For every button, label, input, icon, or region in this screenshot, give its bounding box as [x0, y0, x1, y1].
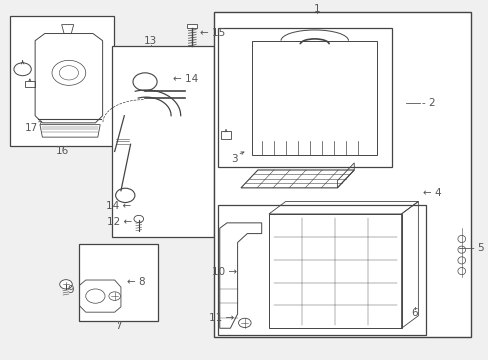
Text: ← 4: ← 4	[422, 188, 441, 198]
Bar	[187, 24, 197, 28]
Text: 3: 3	[230, 154, 237, 163]
Text: 6: 6	[411, 308, 417, 318]
Text: 7: 7	[115, 321, 121, 332]
Bar	[218, 205, 425, 336]
Bar	[251, 41, 377, 155]
Bar	[268, 214, 401, 328]
Circle shape	[238, 318, 251, 328]
Text: 9: 9	[67, 285, 74, 295]
Text: ← 14: ← 14	[173, 74, 198, 84]
Text: 13: 13	[144, 36, 157, 46]
Text: ← 15: ← 15	[200, 28, 225, 38]
Bar	[10, 16, 114, 146]
Text: 14 ←: 14 ←	[106, 201, 131, 211]
Text: 1: 1	[313, 4, 320, 14]
Bar	[24, 81, 35, 87]
Circle shape	[134, 215, 143, 222]
Text: 10 →: 10 →	[212, 267, 237, 277]
Text: - 2: - 2	[421, 98, 435, 108]
Bar	[79, 244, 158, 321]
Text: 12 ←: 12 ←	[107, 217, 132, 227]
Circle shape	[60, 280, 72, 289]
Text: ← 8: ← 8	[126, 277, 145, 287]
Text: - 5: - 5	[470, 243, 484, 253]
Text: 11 →: 11 →	[209, 312, 234, 323]
Circle shape	[85, 289, 105, 303]
Circle shape	[109, 292, 120, 300]
Text: 17: 17	[25, 123, 38, 133]
Bar	[218, 28, 391, 167]
Text: 16: 16	[56, 147, 69, 157]
Bar	[221, 131, 230, 139]
Bar	[213, 12, 470, 337]
Bar	[112, 46, 213, 237]
